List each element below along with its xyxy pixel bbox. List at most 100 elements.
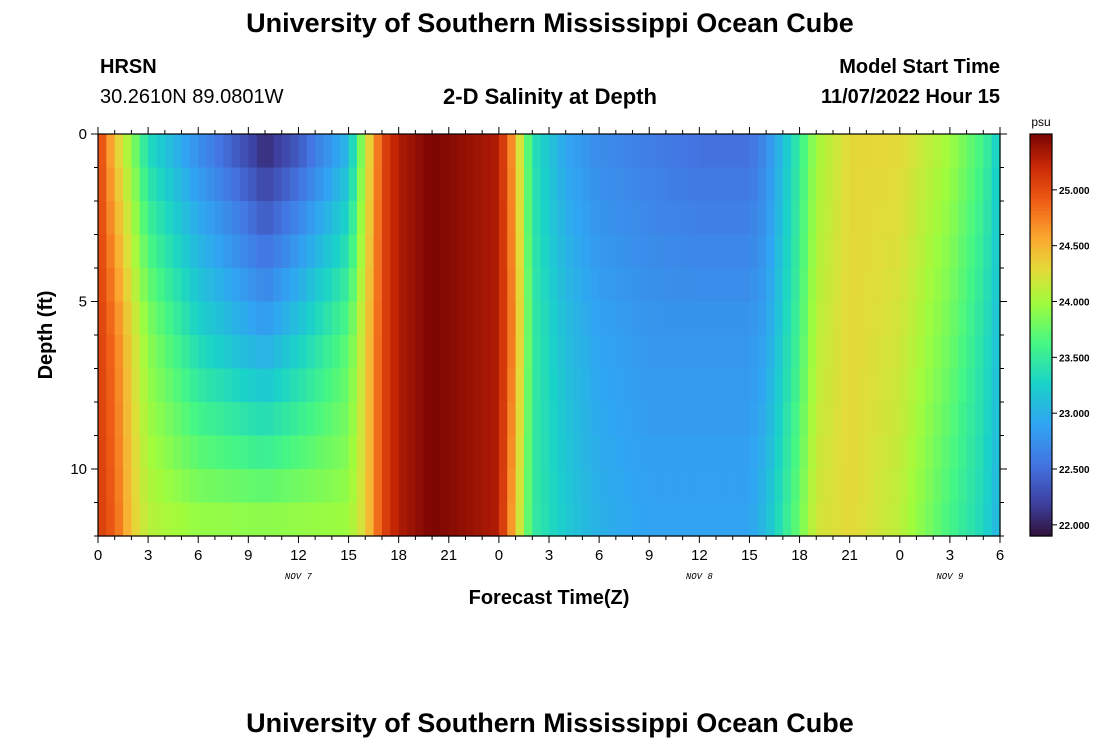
- heatmap-cell: [949, 268, 959, 303]
- heatmap-cell: [523, 335, 533, 370]
- heatmap-cell: [156, 368, 166, 403]
- heatmap-cell: [866, 167, 876, 202]
- heatmap-cell: [523, 134, 533, 169]
- colorbar-segment: [1030, 278, 1052, 282]
- heatmap-cell: [356, 301, 366, 336]
- heatmap-cell: [565, 368, 575, 403]
- heatmap-cell: [549, 167, 558, 202]
- heatmap-cell: [540, 402, 550, 437]
- heatmap-cell: [181, 234, 191, 269]
- colorbar-segment: [1030, 288, 1052, 293]
- heatmap-cell: [448, 201, 458, 236]
- heatmap-cell: [958, 502, 968, 537]
- x-tick-label: 0: [896, 547, 904, 564]
- heatmap-cell: [407, 435, 416, 470]
- heatmap-cell: [724, 268, 734, 303]
- heatmap-cell: [799, 268, 809, 303]
- heatmap-cell: [841, 268, 851, 303]
- heatmap-cell: [849, 368, 859, 403]
- heatmap-cell: [966, 134, 976, 169]
- heatmap-cell: [582, 469, 592, 504]
- heatmap-cell: [582, 201, 592, 236]
- heatmap-cell: [98, 134, 107, 169]
- heatmap-cell: [331, 268, 341, 303]
- heatmap-cell: [741, 335, 751, 370]
- heatmap-cell: [348, 301, 358, 336]
- heatmap-cell: [807, 402, 817, 437]
- heatmap-cell: [181, 167, 191, 202]
- heatmap-cell: [916, 167, 926, 202]
- heatmap-cell: [407, 201, 416, 236]
- heatmap-cell: [649, 402, 659, 437]
- heatmap-cell: [757, 469, 767, 504]
- heatmap-cell: [916, 368, 926, 403]
- colorbar-segment: [1030, 391, 1052, 396]
- heatmap-cell: [390, 435, 400, 470]
- heatmap-cell: [949, 335, 959, 370]
- colorbar-segment: [1030, 150, 1052, 155]
- heatmap-cell: [665, 335, 675, 370]
- heatmap-cell: [649, 335, 659, 370]
- heatmap-cell: [131, 335, 141, 370]
- heatmap-cell: [198, 301, 208, 336]
- heatmap-cell: [540, 234, 550, 269]
- heatmap-cell: [198, 167, 208, 202]
- heatmap-cell: [381, 502, 391, 537]
- heatmap-cell: [749, 134, 759, 169]
- colorbar-segment: [1030, 318, 1052, 323]
- heatmap-cell: [816, 335, 826, 370]
- colorbar-segment: [1030, 398, 1052, 403]
- colorbar-segment: [1030, 241, 1052, 246]
- heatmap-cell: [749, 335, 759, 370]
- heatmap-cell: [381, 368, 391, 403]
- colorbar-segment: [1030, 291, 1052, 296]
- heatmap-cell: [423, 134, 433, 169]
- heatmap-cell: [223, 402, 233, 437]
- heatmap-cell: [440, 368, 450, 403]
- colorbar-segment: [1030, 301, 1052, 306]
- heatmap-cell: [590, 234, 600, 269]
- heatmap-cell: [365, 335, 375, 370]
- colorbar-segment: [1030, 472, 1052, 477]
- heatmap-cell: [398, 301, 408, 336]
- heatmap-cell: [189, 201, 199, 236]
- heatmap-cell: [983, 167, 993, 202]
- y-tick-label: 10: [70, 461, 87, 478]
- heatmap-cell: [231, 435, 241, 470]
- heatmap-cell: [858, 134, 867, 169]
- heatmap-cell: [565, 335, 575, 370]
- heatmap-cell: [632, 268, 642, 303]
- heatmap-cell: [841, 435, 851, 470]
- heatmap-cell: [565, 268, 575, 303]
- heatmap-cell: [290, 234, 300, 269]
- heatmap-cell: [281, 335, 291, 370]
- heatmap-cell: [248, 435, 258, 470]
- heatmap-cell: [407, 335, 416, 370]
- heatmap-cell: [189, 301, 199, 336]
- heatmap-cell: [782, 301, 792, 336]
- heatmap-cell: [448, 502, 458, 537]
- heatmap-cell: [256, 335, 266, 370]
- heatmap-cell: [807, 201, 817, 236]
- heatmap-cell: [465, 502, 475, 537]
- heatmap-cell: [707, 268, 717, 303]
- heatmap-cell: [532, 234, 542, 269]
- heatmap-cell: [390, 502, 400, 537]
- colorbar-tick-label: 23.500: [1059, 353, 1090, 364]
- heatmap-cell: [482, 201, 492, 236]
- heatmap-cell: [532, 335, 542, 370]
- heatmap-cell: [816, 301, 826, 336]
- x-tick-label: 21: [440, 547, 457, 564]
- heatmap-cell: [265, 301, 274, 336]
- heatmap-cell: [323, 435, 333, 470]
- heatmap-cell: [340, 134, 350, 169]
- heatmap-cell: [231, 502, 241, 537]
- colorbar-segment: [1030, 479, 1052, 483]
- heatmap-cell: [590, 469, 600, 504]
- heatmap-cell: [290, 134, 300, 169]
- heatmap-cell: [707, 502, 717, 537]
- heatmap-cell: [724, 502, 734, 537]
- heatmap-cell: [640, 335, 650, 370]
- heatmap-cell: [239, 301, 249, 336]
- colorbar-segment: [1030, 274, 1052, 279]
